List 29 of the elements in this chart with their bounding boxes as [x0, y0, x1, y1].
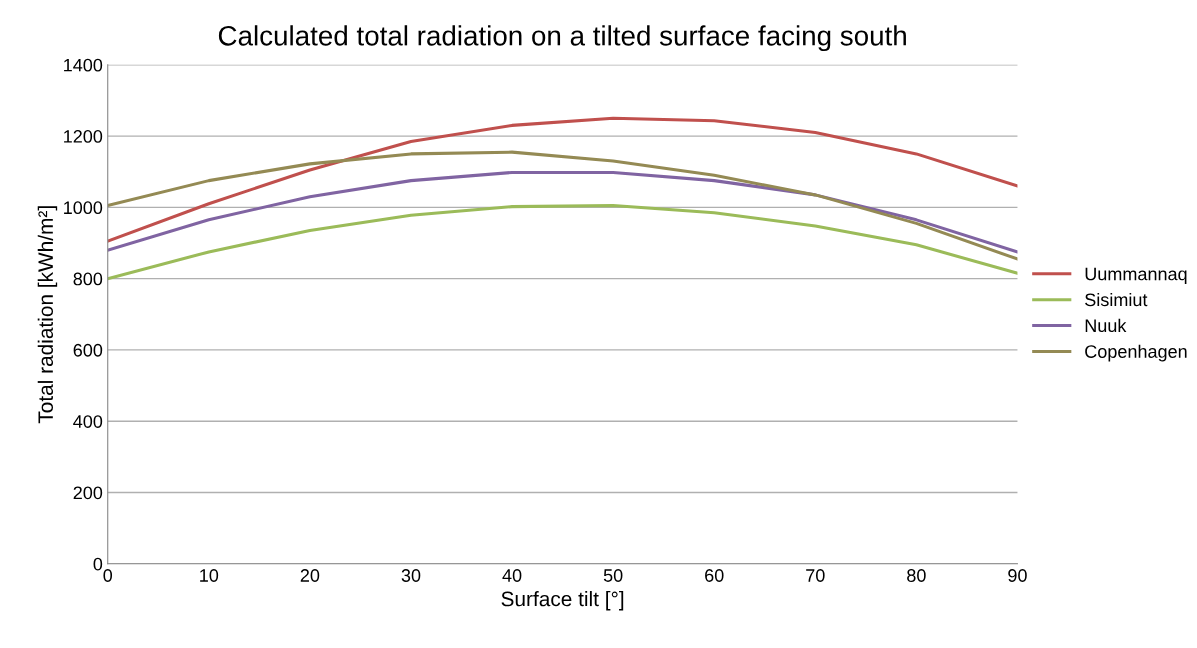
x-tick-label: 0: [103, 569, 113, 582]
chart-title: Calculated total radiation on a tilted surface facing south: [218, 25, 906, 52]
line-series: [107, 116, 1018, 243]
y-tick-label: 1400: [64, 58, 103, 72]
y-tick-label: 400: [73, 415, 103, 428]
legend-label: Copenhagen: [1085, 344, 1187, 362]
x-tick-label: 30: [401, 569, 421, 582]
y-tick-label: 600: [73, 343, 103, 357]
y-tick-label: 1000: [64, 201, 103, 215]
x-tick-label: 80: [907, 569, 926, 582]
x-tick-label: 70: [806, 569, 825, 582]
line-series: [107, 204, 1018, 281]
x-tick-label: 90: [1008, 569, 1027, 582]
x-tick-label: 60: [705, 569, 724, 582]
y-tick-label: 1200: [64, 130, 103, 143]
legend-label: Sisimiut: [1085, 292, 1148, 307]
legend-label: Nuuk: [1085, 318, 1127, 333]
x-tick-label: 40: [502, 569, 522, 582]
y-tick-label: 800: [73, 272, 103, 286]
y-tick-label: 0: [93, 557, 103, 571]
legend-label: Uummannaq: [1085, 267, 1187, 284]
line-series: [107, 170, 1018, 254]
x-tick-label: 50: [603, 569, 623, 582]
line-series: [107, 150, 1018, 261]
x-axis-title: Surface tilt [°]: [501, 591, 624, 611]
x-tick-label: 20: [300, 569, 320, 582]
y-axis-title: Total radiation [kWh/m²]: [37, 206, 58, 424]
x-tick-label: 10: [200, 569, 219, 582]
y-tick-label: 200: [73, 486, 103, 500]
